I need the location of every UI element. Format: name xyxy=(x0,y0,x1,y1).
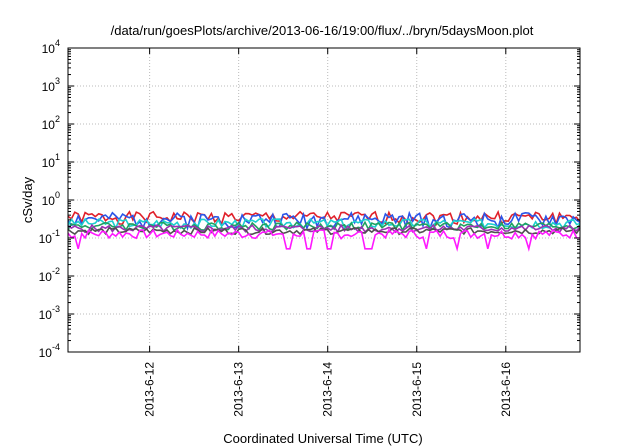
series-line xyxy=(67,217,581,231)
y-tick-label: 10-1 xyxy=(39,228,60,246)
x-tick-label: 2013-6-12 xyxy=(143,362,157,417)
x-tick-label: 2013-6-16 xyxy=(499,362,513,417)
y-tick-label: 100 xyxy=(42,190,60,208)
series-line xyxy=(67,228,581,252)
y-tick-label: 104 xyxy=(42,38,60,56)
y-tick-label: 103 xyxy=(42,76,60,94)
y-tick-label: 10-4 xyxy=(39,342,60,360)
y-tick-label: 10-3 xyxy=(39,304,60,322)
x-axis-ticks: 2013-6-12 2013-6-13 2013-6-14 2013-6-15 2013… xyxy=(143,48,513,417)
chart-title: /data/run/goesPlots/archive/2013-06-16/1… xyxy=(111,23,534,38)
x-tick-label: 2013-6-15 xyxy=(410,362,424,417)
x-axis-label: Coordinated Universal Time (UTC) xyxy=(223,431,422,446)
y-axis-label: cSv/day xyxy=(20,176,35,223)
x-tick-label: 2013-6-14 xyxy=(321,362,335,417)
x-tick-label: 2013-6-13 xyxy=(232,362,246,417)
y-tick-label: 10-2 xyxy=(39,266,60,284)
y-tick-label: 102 xyxy=(42,114,60,132)
data-series xyxy=(67,209,581,252)
y-tick-label: 101 xyxy=(42,152,60,170)
grid-lines xyxy=(68,48,580,352)
